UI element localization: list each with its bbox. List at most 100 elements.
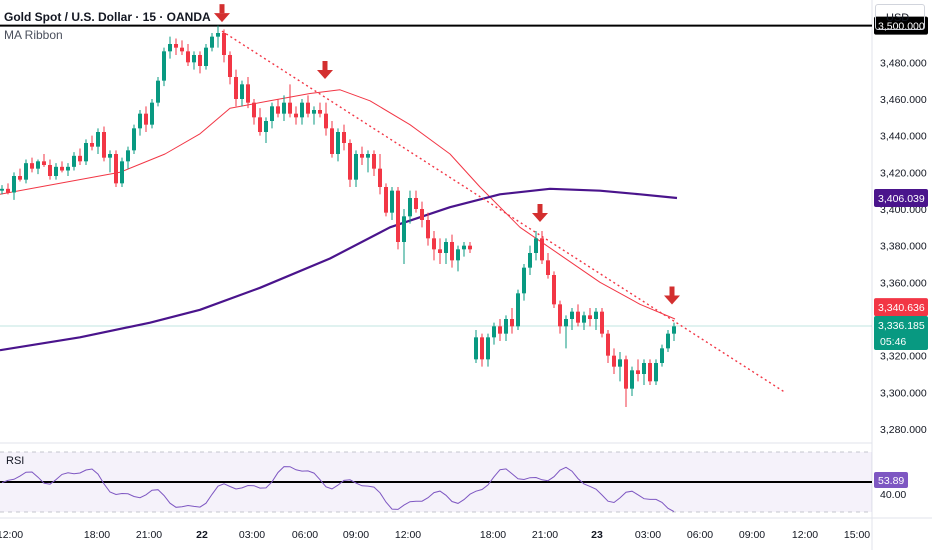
candle-body: [612, 355, 616, 367]
candle-body: [300, 102, 304, 118]
candle-body: [264, 121, 268, 132]
down-arrow-icon: [214, 4, 230, 23]
x-tick-label: 12:00: [0, 529, 23, 541]
candle-body: [606, 333, 610, 356]
candle-body: [120, 161, 124, 184]
y-tick-label: 3,420.000: [880, 167, 927, 179]
candle-body: [270, 106, 274, 121]
candle-body: [114, 154, 118, 184]
candle-body: [84, 143, 88, 162]
candle-body: [12, 176, 16, 193]
rsi-level-label: 40.00: [880, 489, 906, 501]
candle-body: [648, 363, 652, 382]
trendline: [221, 30, 786, 393]
candle-body: [546, 260, 550, 275]
candle-body: [636, 370, 640, 374]
current-price-tag: 3,336.185 05:46: [874, 315, 928, 350]
candle-body: [6, 188, 10, 193]
candle-body: [336, 132, 340, 154]
candle-body: [414, 198, 418, 209]
rsi-value-tag: 53.89: [874, 472, 908, 488]
x-tick-label: 22: [196, 529, 208, 541]
candle-body: [342, 132, 346, 143]
down-arrow-icon: [532, 204, 548, 222]
candle-body: [444, 242, 448, 253]
candle-body: [126, 150, 130, 162]
ma-fast-price-tag: 3,340.636: [874, 298, 928, 317]
candle-body: [498, 326, 502, 334]
candle-body: [96, 132, 100, 147]
candle-body: [474, 337, 478, 360]
candle-body: [426, 220, 430, 239]
down-arrow-icon: [664, 286, 680, 305]
x-tick-label: 06:00: [292, 529, 318, 541]
candle-body: [588, 315, 592, 319]
candle-body: [36, 161, 40, 169]
svg-text:3,406.039: 3,406.039: [878, 193, 925, 205]
candle-body: [642, 363, 646, 374]
candle-body: [486, 337, 490, 360]
currency-selector[interactable]: USD: [875, 4, 925, 30]
y-tick-label: 3,300.000: [880, 387, 927, 399]
candle-body: [540, 238, 544, 261]
svg-text:3,500.000: 3,500.000: [878, 21, 925, 33]
x-tick-label: 21:00: [532, 529, 558, 541]
symbol-title[interactable]: Gold Spot / U.S. Dollar · 15 · OANDA: [4, 10, 211, 24]
candle-body: [468, 245, 472, 250]
candle-body: [30, 163, 34, 169]
candle-body: [366, 154, 370, 158]
candle-body: [288, 102, 292, 114]
indicator-label[interactable]: MA Ribbon: [4, 28, 63, 42]
svg-text:3,336.185: 3,336.185: [878, 320, 925, 332]
candle-body: [456, 249, 460, 261]
candle-body: [174, 44, 178, 48]
candle-body: [492, 326, 496, 338]
candle-body: [216, 33, 220, 37]
candle-body: [186, 51, 190, 63]
candle-body: [24, 163, 28, 180]
candle-body: [42, 161, 46, 165]
rsi-line: [1, 466, 675, 513]
candle-body: [522, 267, 526, 294]
y-tick-label: 3,280.000: [880, 424, 927, 436]
x-tick-label: 09:00: [343, 529, 369, 541]
candle-body: [180, 47, 184, 52]
candle-body: [330, 128, 334, 154]
candle-body: [558, 304, 562, 327]
candle-body: [240, 84, 244, 99]
candle-body: [552, 275, 556, 305]
rsi-title: RSI: [6, 455, 25, 467]
candle-body: [210, 36, 214, 48]
candle-body: [144, 113, 148, 125]
candle-body: [282, 102, 286, 114]
candle-body: [132, 128, 136, 151]
candle-body: [294, 113, 298, 118]
x-tick-label: 18:00: [84, 529, 110, 541]
candle-body: [516, 293, 520, 327]
candle-body: [618, 359, 622, 367]
candle-body: [672, 326, 676, 334]
ma-fast-line: [0, 89, 676, 320]
candle-body: [504, 319, 508, 334]
x-tick-label: 12:00: [792, 529, 818, 541]
y-tick-label: 3,440.000: [880, 131, 927, 143]
down-arrow-icon: [317, 61, 333, 79]
x-tick-label: 03:00: [239, 529, 265, 541]
candle-body: [438, 249, 442, 253]
y-tick-label: 3,380.000: [880, 241, 927, 253]
svg-text:3,340.636: 3,340.636: [878, 302, 925, 314]
x-tick-label: 09:00: [739, 529, 765, 541]
candle-body: [228, 55, 232, 77]
candle-body: [348, 143, 352, 180]
candle-body: [660, 348, 664, 363]
candle-body: [162, 51, 166, 81]
candle-body: [594, 311, 598, 319]
candle-body: [246, 84, 250, 103]
candle-body: [18, 176, 22, 180]
x-tick-label: 15:00: [844, 529, 870, 541]
y-tick-label: 3,460.000: [880, 94, 927, 106]
candle-body: [204, 47, 208, 66]
candle-body: [156, 80, 160, 103]
candle-body: [450, 242, 454, 261]
